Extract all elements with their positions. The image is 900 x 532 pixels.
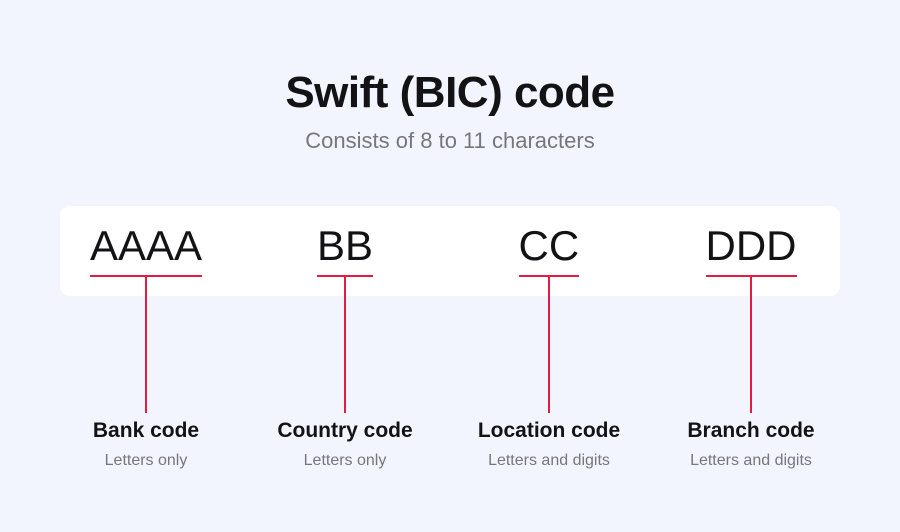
- segment-bank: AAAA: [90, 225, 202, 277]
- connector-country: [344, 277, 346, 413]
- segment-country: BB: [317, 225, 373, 277]
- segment-bank-code: AAAA: [90, 225, 202, 277]
- swift-bic-infographic: Swift (BIC) code Consists of 8 to 11 cha…: [0, 0, 900, 532]
- segment-branch: DDD: [706, 225, 797, 277]
- page-subtitle: Consists of 8 to 11 characters: [0, 128, 900, 154]
- segment-location: CC: [519, 225, 580, 277]
- segment-branch-label: Branch code: [641, 419, 861, 443]
- segment-bank-sub: Letters only: [36, 452, 256, 470]
- segment-country-sub: Letters only: [235, 452, 455, 470]
- segment-branch-sub: Letters and digits: [641, 452, 861, 470]
- page-title: Swift (BIC) code: [0, 68, 900, 118]
- connector-branch: [750, 277, 752, 413]
- segment-branch-code: DDD: [706, 225, 797, 277]
- segment-country-label: Country code: [235, 419, 455, 443]
- segment-location-code: CC: [519, 225, 580, 277]
- segment-bank-label: Bank code: [36, 419, 256, 443]
- connector-bank: [145, 277, 147, 413]
- segment-location-sub: Letters and digits: [439, 452, 659, 470]
- segment-country-code: BB: [317, 225, 373, 277]
- connector-location: [548, 277, 550, 413]
- segment-location-label: Location code: [439, 419, 659, 443]
